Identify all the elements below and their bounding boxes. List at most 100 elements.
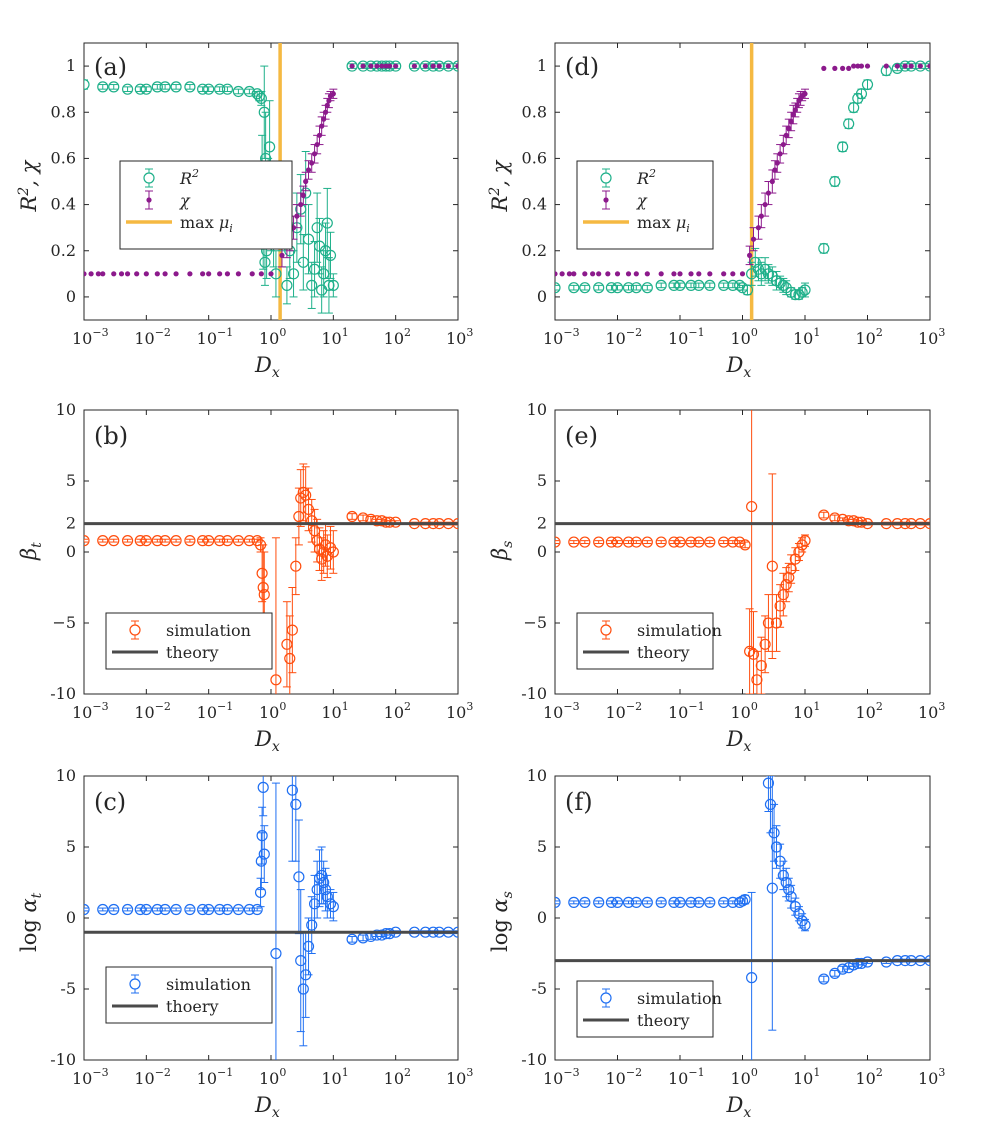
data-point [718, 279, 730, 291]
data-point [281, 279, 293, 291]
data-point [727, 536, 739, 548]
data-point [799, 535, 811, 547]
x-tick-label: 103 [446, 700, 473, 722]
y-axis-label: βt [17, 542, 45, 561]
data-point [256, 830, 268, 842]
data-point [393, 63, 399, 69]
data-point [318, 876, 330, 889]
data-point [718, 536, 730, 548]
data-point [777, 588, 789, 601]
data-point [917, 63, 923, 69]
data-point [593, 896, 605, 908]
x-tick-label: 103 [918, 326, 945, 348]
x-axis-label: Dx [726, 727, 752, 755]
data-point [173, 271, 179, 277]
data-point [321, 217, 333, 229]
data-point [858, 63, 865, 69]
panel-label: (a) [94, 53, 127, 81]
data-point [321, 891, 333, 903]
x-tick-label: 100 [731, 700, 758, 722]
data-point [677, 271, 683, 277]
data-point [206, 271, 212, 277]
data-point [846, 65, 852, 71]
data-point [644, 271, 650, 277]
data-point [305, 167, 312, 173]
data-point [571, 271, 577, 277]
data-point [786, 125, 792, 132]
legend-label: theory [166, 643, 219, 662]
data-point [837, 141, 849, 153]
data-point [780, 876, 792, 889]
legend-swatch [600, 992, 612, 1004]
data-point [374, 63, 380, 69]
data-point [134, 903, 146, 916]
legend-swatch [603, 197, 609, 203]
y-tick-label: -10 [521, 1050, 547, 1069]
data-point [151, 81, 163, 93]
svg-text:log αs: log αs [488, 891, 516, 952]
x-tick-label: 10−3 [72, 700, 109, 722]
data-point [349, 63, 355, 69]
data-point [108, 81, 120, 93]
panel-f: 10−3 10−2 10−1 100 101 102 103 -10 -5 0 5 10 Dx log α… [488, 766, 945, 1121]
x-axis-label: Dx [254, 1093, 280, 1121]
data-point [783, 132, 789, 138]
legend-label: max μi [637, 213, 690, 235]
data-point [84, 903, 90, 916]
data-point [789, 553, 801, 565]
legend-item: theory [583, 1011, 690, 1030]
data-point [762, 617, 775, 629]
panel-label: (c) [94, 788, 126, 816]
data-point [251, 903, 263, 916]
legend: R2 χ max μi [576, 160, 714, 250]
data-point [224, 271, 231, 277]
y-tick-label: 0.8 [522, 102, 547, 121]
x-tick-label: 10−3 [72, 1066, 109, 1088]
data-point [187, 271, 193, 277]
y-tick-label: -5 [531, 979, 547, 998]
data-point [108, 903, 120, 916]
data-point [270, 674, 282, 686]
data-point [455, 63, 458, 69]
data-point [140, 535, 152, 547]
legend-item: χ [145, 190, 191, 210]
data-point [84, 271, 87, 277]
data-point [927, 63, 930, 69]
x-axis-label: Dx [254, 727, 280, 755]
data-point [783, 883, 795, 896]
y-axis-label: R2, χ [16, 159, 41, 212]
legend-label: simulation [637, 621, 722, 640]
legend: simulation theory [576, 980, 722, 1038]
data-layer [555, 776, 930, 1060]
data-point [302, 940, 315, 953]
legend-swatch [600, 624, 612, 636]
panel-e: 10−3 10−2 10−1 100 101 102 103 -10 −5 0 2 5 10 Dx βs (e… [488, 400, 945, 755]
data-point [232, 535, 245, 547]
data-point [255, 855, 267, 867]
data-point [568, 536, 580, 548]
data-point [124, 271, 131, 277]
data-point [622, 536, 635, 548]
data-point [346, 510, 358, 523]
data-point [134, 535, 146, 547]
x-tick-label: 10−3 [543, 1066, 580, 1088]
data-point [313, 872, 326, 884]
x-tick-label: 100 [731, 326, 758, 348]
data-point [829, 175, 841, 188]
data-point [593, 536, 605, 548]
data-point [674, 279, 686, 291]
y-tick-label: 5 [537, 837, 547, 856]
data-point [360, 63, 366, 69]
legend: R2 χ max μi [119, 160, 293, 250]
y-tick-label: 5 [537, 471, 547, 490]
data-point [327, 901, 339, 913]
data-point [170, 903, 182, 916]
y-axis-label: βs [488, 541, 516, 561]
data-point [818, 242, 830, 255]
data-point [790, 111, 796, 118]
y-tick-label: 0 [66, 908, 76, 927]
data-point [203, 903, 215, 916]
data-point [279, 252, 285, 258]
data-point [121, 535, 134, 547]
data-point [170, 81, 182, 93]
